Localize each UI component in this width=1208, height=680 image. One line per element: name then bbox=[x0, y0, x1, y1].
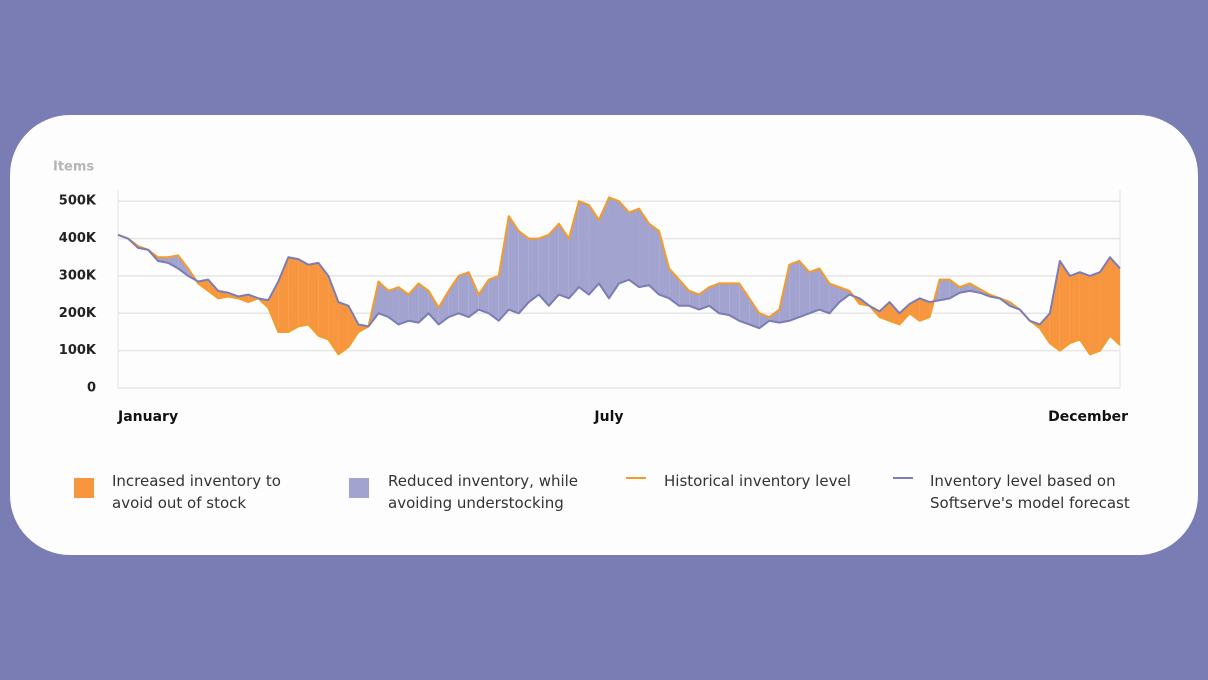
x-tick-label: December bbox=[1048, 409, 1128, 425]
difference-fill bbox=[178, 255, 189, 276]
legend-line bbox=[626, 477, 646, 479]
difference-fill bbox=[608, 197, 619, 299]
difference-fill bbox=[1049, 260, 1060, 351]
difference-fill bbox=[719, 283, 730, 316]
difference-fill bbox=[649, 223, 660, 295]
y-tick-label: 0 bbox=[87, 381, 96, 396]
difference-fill bbox=[1109, 257, 1120, 346]
difference-fill bbox=[588, 204, 599, 295]
legend-line bbox=[893, 477, 913, 479]
difference-fill bbox=[1099, 257, 1110, 351]
difference-fill bbox=[518, 231, 529, 314]
difference-fill bbox=[879, 302, 890, 321]
difference-fill bbox=[598, 197, 609, 299]
difference-fill bbox=[739, 283, 750, 325]
difference-fill bbox=[919, 298, 930, 321]
difference-fill bbox=[398, 287, 409, 325]
difference-fill bbox=[508, 216, 519, 314]
x-tick-label: January bbox=[117, 409, 178, 425]
difference-fill bbox=[578, 201, 589, 295]
legend-label: Reduced inventory, while avoiding unders… bbox=[388, 472, 579, 512]
legend-label: Inventory level based on Softserve's mod… bbox=[930, 472, 1130, 512]
difference-fill bbox=[168, 255, 179, 269]
difference-fill bbox=[458, 272, 469, 318]
difference-fill bbox=[659, 231, 670, 299]
difference-fill bbox=[338, 302, 349, 355]
difference-fill bbox=[318, 262, 329, 340]
difference-fill bbox=[528, 238, 539, 303]
difference-fill bbox=[1059, 260, 1070, 351]
y-tick-label: 300K bbox=[59, 268, 97, 283]
difference-fill bbox=[789, 260, 800, 321]
difference-fill bbox=[1089, 272, 1100, 355]
difference-fill bbox=[619, 201, 630, 284]
difference-fill bbox=[729, 283, 740, 321]
y-tick-label: 500K bbox=[59, 194, 97, 209]
difference-fill bbox=[689, 290, 700, 310]
difference-fill bbox=[538, 234, 549, 306]
difference-fill bbox=[769, 309, 780, 323]
difference-fill bbox=[298, 259, 309, 327]
difference-fill bbox=[1039, 313, 1050, 344]
difference-fill bbox=[749, 298, 760, 329]
difference-fill bbox=[548, 223, 559, 306]
difference-fill bbox=[288, 257, 299, 332]
series-line bbox=[117, 233, 1121, 330]
y-axis-label: Items bbox=[53, 160, 94, 175]
difference-fill bbox=[809, 268, 820, 314]
difference-fill bbox=[268, 281, 279, 332]
difference-fill bbox=[1069, 272, 1080, 344]
difference-fill bbox=[899, 303, 910, 325]
difference-fill bbox=[568, 201, 579, 299]
legend-swatch bbox=[349, 478, 369, 498]
difference-fill bbox=[709, 283, 720, 314]
legend-swatch bbox=[74, 478, 94, 498]
difference-fill bbox=[629, 208, 640, 288]
difference-fill bbox=[378, 281, 389, 318]
y-tick-label: 100K bbox=[59, 343, 97, 358]
difference-fill bbox=[308, 262, 319, 336]
difference-fill bbox=[478, 279, 489, 314]
difference-fill bbox=[208, 279, 219, 299]
difference-fill bbox=[889, 302, 900, 325]
series-line bbox=[117, 196, 1121, 356]
difference-fill bbox=[448, 275, 459, 318]
difference-fill bbox=[438, 290, 449, 325]
difference-fill bbox=[939, 279, 950, 301]
difference-fill bbox=[1079, 272, 1090, 355]
difference-fill bbox=[468, 272, 479, 318]
difference-fill bbox=[498, 216, 509, 321]
difference-fill bbox=[348, 305, 359, 347]
difference-fill bbox=[388, 287, 399, 325]
difference-fill bbox=[418, 283, 429, 323]
legend-label: Historical inventory level bbox=[664, 472, 851, 490]
difference-fill bbox=[558, 223, 569, 299]
difference-fill bbox=[829, 283, 840, 314]
difference-fill bbox=[639, 208, 650, 288]
card bbox=[10, 115, 1198, 555]
legend-label: Increased inventory to avoid out of stoc… bbox=[112, 472, 281, 512]
y-tick-label: 200K bbox=[59, 306, 97, 321]
x-tick-label: July bbox=[593, 409, 623, 425]
difference-fill bbox=[679, 279, 690, 306]
difference-fill bbox=[799, 260, 810, 318]
y-tick-label: 400K bbox=[59, 231, 97, 246]
difference-fill bbox=[488, 275, 499, 321]
